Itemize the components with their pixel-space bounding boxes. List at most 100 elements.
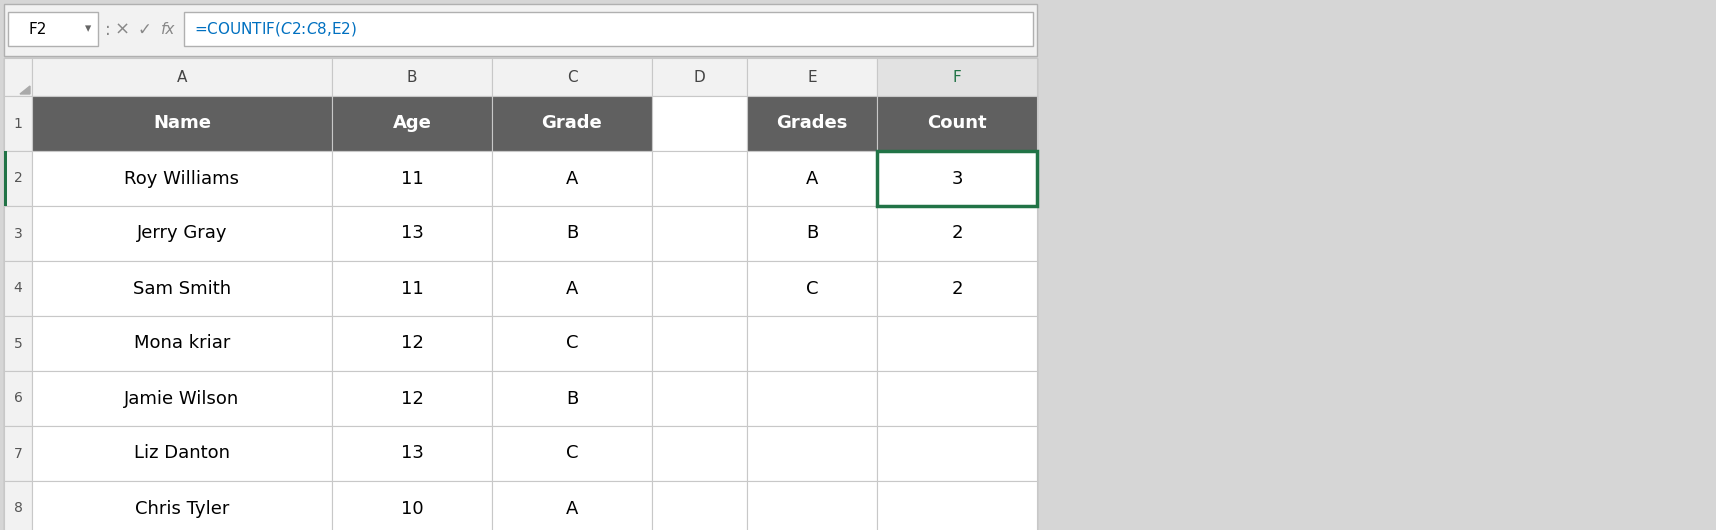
Text: C: C (566, 445, 578, 463)
Bar (652, 261, 746, 316)
Text: Sam Smith: Sam Smith (132, 279, 232, 297)
Bar (492, 426, 652, 481)
Bar (652, 58, 746, 96)
Bar (3, 206, 33, 261)
Text: 13: 13 (400, 445, 424, 463)
Bar (877, 371, 1036, 426)
Bar (33, 96, 331, 151)
Bar (652, 481, 746, 530)
Text: Jamie Wilson: Jamie Wilson (124, 390, 240, 408)
Text: 12: 12 (400, 334, 424, 352)
Text: 12: 12 (400, 390, 424, 408)
Text: 3: 3 (951, 170, 963, 188)
Text: =COUNTIF($C$2:$C$8,E2): =COUNTIF($C$2:$C$8,E2) (194, 20, 357, 38)
Bar (3, 96, 33, 151)
Bar (877, 316, 1036, 371)
Bar (3, 58, 1036, 530)
Bar (184, 12, 1033, 46)
Text: A: A (807, 170, 819, 188)
Text: A: A (566, 170, 578, 188)
Bar (746, 481, 877, 530)
Bar (492, 58, 652, 96)
Text: ▾: ▾ (84, 22, 91, 36)
Bar (33, 58, 331, 96)
Bar (877, 426, 1036, 481)
Bar (492, 371, 652, 426)
Bar (3, 481, 33, 530)
Bar (652, 426, 746, 481)
Text: ✓: ✓ (137, 21, 151, 39)
Text: B: B (407, 69, 417, 84)
Bar (331, 316, 492, 371)
Bar (746, 206, 877, 261)
Text: A: A (566, 279, 578, 297)
Text: A: A (566, 499, 578, 517)
Bar (652, 151, 746, 206)
Bar (331, 426, 492, 481)
Bar (492, 96, 652, 151)
Bar (3, 426, 33, 481)
Bar (3, 151, 7, 206)
Bar (492, 206, 652, 261)
Bar (877, 481, 1036, 530)
Text: fx: fx (161, 22, 175, 38)
Bar (33, 151, 331, 206)
Bar (877, 151, 1036, 206)
Text: E: E (807, 69, 817, 84)
Bar (331, 371, 492, 426)
Bar (3, 316, 33, 371)
Text: 1: 1 (14, 117, 22, 130)
Text: B: B (807, 225, 819, 243)
Text: Liz Danton: Liz Danton (134, 445, 230, 463)
Text: F: F (952, 69, 961, 84)
Text: ×: × (115, 21, 130, 39)
Text: 4: 4 (14, 281, 22, 296)
Bar (877, 151, 1036, 206)
Text: 5: 5 (14, 337, 22, 350)
Bar (331, 96, 492, 151)
Text: C: C (807, 279, 819, 297)
Bar (652, 206, 746, 261)
Bar (877, 58, 1036, 96)
Bar (3, 151, 33, 206)
Text: 6: 6 (14, 392, 22, 405)
Bar (33, 316, 331, 371)
Bar (331, 151, 492, 206)
Bar (3, 58, 33, 96)
Bar (877, 96, 1036, 151)
Text: 10: 10 (402, 499, 424, 517)
Bar (746, 151, 877, 206)
Bar (9, 12, 98, 46)
Bar (331, 261, 492, 316)
Bar (3, 261, 33, 316)
Bar (652, 316, 746, 371)
Text: 2: 2 (14, 172, 22, 185)
Bar (746, 58, 877, 96)
Text: 8: 8 (14, 501, 22, 516)
Text: F2: F2 (29, 22, 46, 37)
Text: B: B (566, 225, 578, 243)
Text: Chris Tyler: Chris Tyler (136, 499, 230, 517)
Bar (492, 316, 652, 371)
Bar (492, 261, 652, 316)
Bar (746, 316, 877, 371)
Text: Grades: Grades (776, 114, 848, 132)
Bar (746, 96, 877, 151)
Text: Count: Count (927, 114, 987, 132)
Text: Jerry Gray: Jerry Gray (137, 225, 227, 243)
Bar (33, 481, 331, 530)
Bar (331, 481, 492, 530)
Text: Name: Name (153, 114, 211, 132)
Text: Age: Age (393, 114, 431, 132)
Bar (3, 4, 1036, 56)
Text: A: A (177, 69, 187, 84)
Text: 11: 11 (400, 279, 424, 297)
Text: B: B (566, 390, 578, 408)
Bar (33, 371, 331, 426)
Bar (877, 261, 1036, 316)
Bar (331, 58, 492, 96)
Bar (492, 481, 652, 530)
Text: 7: 7 (14, 446, 22, 461)
Bar (33, 206, 331, 261)
Text: C: C (566, 69, 577, 84)
